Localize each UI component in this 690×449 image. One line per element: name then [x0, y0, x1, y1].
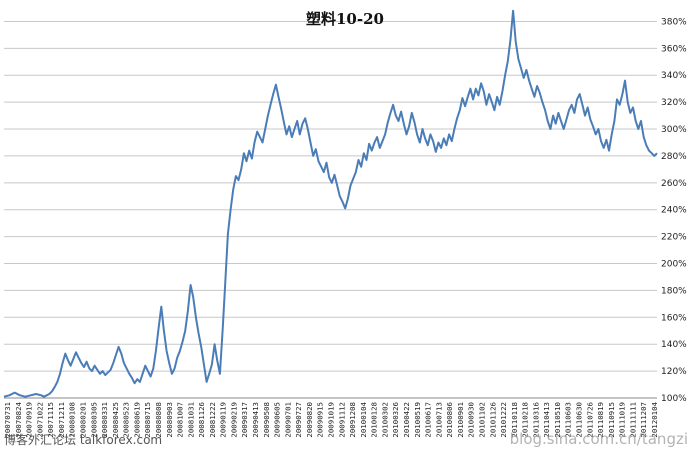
y-tick-label: 260% [661, 179, 687, 189]
x-tick-label: 20100901 [456, 402, 465, 438]
x-tick-label: 20090915 [316, 402, 325, 438]
x-tick-label: 20081007 [176, 402, 185, 438]
x-tick-label: 20110118 [510, 402, 519, 438]
x-tick-label: 20090701 [283, 402, 292, 438]
x-tick-label: 20080108 [68, 402, 77, 438]
x-tick-label: 20110413 [542, 402, 551, 438]
x-tick-label: 20110630 [575, 402, 584, 438]
x-tick-label: 20080331 [100, 402, 109, 438]
x-tick-label: 20070919 [25, 402, 34, 438]
y-tick-label: 220% [661, 233, 687, 243]
y-tick-label: 200% [661, 260, 687, 270]
x-tick-label: 20110218 [521, 402, 530, 438]
x-tick-label: 20071022 [35, 402, 44, 438]
grid-lines [4, 20, 657, 399]
x-tick-label: 20080619 [132, 402, 141, 438]
y-tick-label: 180% [661, 286, 687, 296]
y-tick-label: 300% [661, 125, 687, 135]
x-tick-label: 20120104 [650, 401, 659, 437]
x-tick-label: 20091208 [348, 402, 357, 438]
x-tick-label: 20080808 [154, 402, 163, 438]
x-tick-label: 20071211 [57, 402, 66, 438]
x-tick-label: 20090820 [305, 402, 314, 438]
x-tick-label: 20081126 [197, 402, 206, 438]
x-tick-label: 20100930 [467, 402, 476, 438]
x-tick-label: 20090508 [262, 402, 271, 438]
x-tick-label: 20100104 [359, 401, 368, 437]
y-tick-label: 380% [661, 17, 687, 27]
x-tick-label: 20100302 [380, 402, 389, 438]
x-tick-label: 20100806 [445, 402, 454, 438]
y-tick-label: 240% [661, 206, 687, 216]
x-tick-label: 20080903 [165, 402, 174, 438]
x-tick-label: 20110819 [596, 402, 605, 438]
x-tick-label: 20111019 [618, 402, 627, 438]
x-tick-label: 20101102 [478, 402, 487, 438]
x-tick-label: 20081222 [208, 402, 217, 438]
x-axis-ticks: 20070731 20070824 20070919 20071022 20071115… [3, 401, 659, 437]
watermark-url-text: blog.sina.com.cn/tangzi [510, 430, 688, 448]
x-tick-label: 20090727 [294, 402, 303, 438]
y-tick-label: 320% [661, 98, 687, 108]
x-tick-label: 20090605 [273, 402, 282, 438]
x-tick-label: 20080715 [143, 402, 152, 438]
x-tick-label: 20090119 [219, 402, 228, 438]
x-tick-label: 20111207 [639, 402, 648, 438]
x-tick-label: 20110316 [531, 402, 540, 438]
x-tick-label: 20101222 [499, 402, 508, 438]
series-line [3, 9, 658, 398]
x-tick-label: 20070731 [3, 402, 12, 438]
y-tick-label: 340% [661, 71, 687, 81]
y-tick-label: 160% [661, 313, 687, 323]
chart-title: 塑料10-20 [306, 10, 384, 28]
x-tick-label: 20080201 [79, 402, 88, 438]
x-tick-label: 20101126 [488, 402, 497, 438]
x-tick-label: 20110915 [607, 402, 616, 438]
y-tick-label: 360% [661, 44, 687, 54]
x-tick-label: 20080523 [122, 402, 131, 438]
x-tick-label: 20090413 [251, 402, 260, 438]
y-tick-label: 280% [661, 152, 687, 162]
x-tick-label: 20090317 [240, 402, 249, 438]
x-tick-label: 20100713 [434, 402, 443, 438]
x-tick-label: 20110726 [585, 402, 594, 438]
x-tick-label: 20100422 [402, 402, 411, 438]
y-tick-label: 140% [661, 340, 687, 350]
x-tick-label: 20110603 [564, 402, 573, 438]
x-tick-label: 20090219 [229, 402, 238, 438]
x-tick-label: 20100617 [424, 402, 433, 438]
y-tick-label: 120% [661, 367, 687, 377]
x-tick-label: 20100128 [370, 402, 379, 438]
y-tick-label: 100% [661, 394, 687, 404]
x-tick-label: 20080305 [89, 402, 98, 438]
x-tick-label: 20070824 [14, 401, 23, 437]
x-tick-label: 20081031 [186, 402, 195, 438]
x-tick-label: 20091112 [337, 402, 346, 438]
x-tick-label: 20100326 [391, 402, 400, 438]
x-tick-label: 20071115 [46, 402, 55, 438]
x-tick-label: 20080425 [111, 402, 120, 438]
x-tick-label: 20111111 [628, 402, 637, 438]
y-axis-ticks: 100% 120% 140% 160% 180% 200% 220% 240% 260% 280%… [661, 17, 687, 404]
x-tick-label: 20110510 [553, 402, 562, 438]
x-tick-label: 20100519 [413, 402, 422, 438]
x-tick-label: 20091019 [327, 402, 336, 438]
watermark-text: 博客外汇论坛 talkforex.com [4, 432, 162, 447]
